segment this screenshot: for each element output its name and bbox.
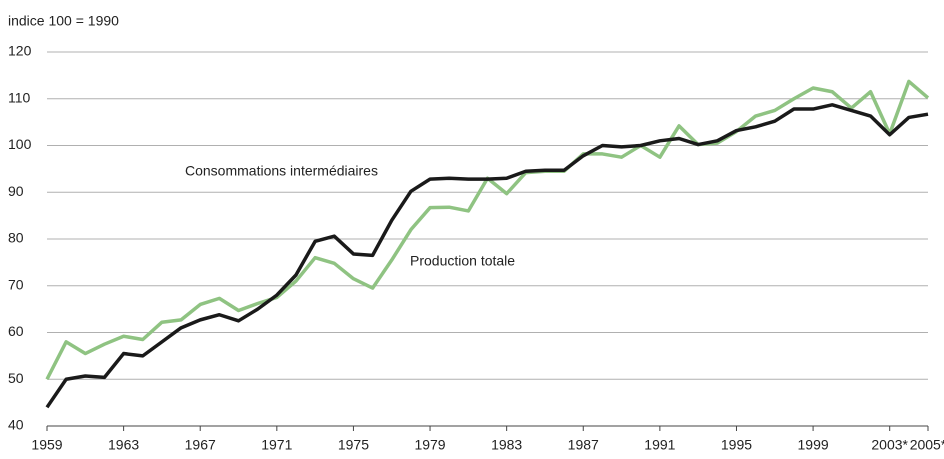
y-tick-label: 60 xyxy=(8,323,24,339)
y-tick-label: 80 xyxy=(8,230,24,246)
x-tick-label: 1963 xyxy=(108,437,139,453)
x-tick-label: 1979 xyxy=(414,437,445,453)
y-tick-label: 50 xyxy=(8,370,24,386)
x-tick-label: 1995 xyxy=(721,437,752,453)
y-tick-label: 100 xyxy=(8,136,32,152)
x-tick-label: 1975 xyxy=(338,437,369,453)
y-tick-label: 90 xyxy=(8,183,24,199)
x-tick-label: 2005* xyxy=(910,437,944,453)
x-tick-label: 1999 xyxy=(798,437,829,453)
x-tick-label: 2003* xyxy=(871,437,908,453)
y-tick-label: 120 xyxy=(8,43,32,59)
x-tick-label: 1967 xyxy=(185,437,216,453)
chart-subtitle: indice 100 = 1990 xyxy=(8,13,119,29)
x-tick-label: 1959 xyxy=(31,437,62,453)
x-tick-label: 1971 xyxy=(261,437,292,453)
series-label: Consommations intermédiaires xyxy=(185,163,378,179)
y-tick-label: 110 xyxy=(8,89,31,105)
series-line xyxy=(45,103,929,409)
x-tick-label: 1991 xyxy=(644,437,675,453)
y-tick-label: 70 xyxy=(8,276,24,292)
series-line xyxy=(45,79,930,381)
x-tick-label: 1987 xyxy=(568,437,599,453)
series-label: Production totale xyxy=(410,253,515,269)
x-tick-label: 1983 xyxy=(491,437,522,453)
y-tick-label: 40 xyxy=(8,417,24,433)
